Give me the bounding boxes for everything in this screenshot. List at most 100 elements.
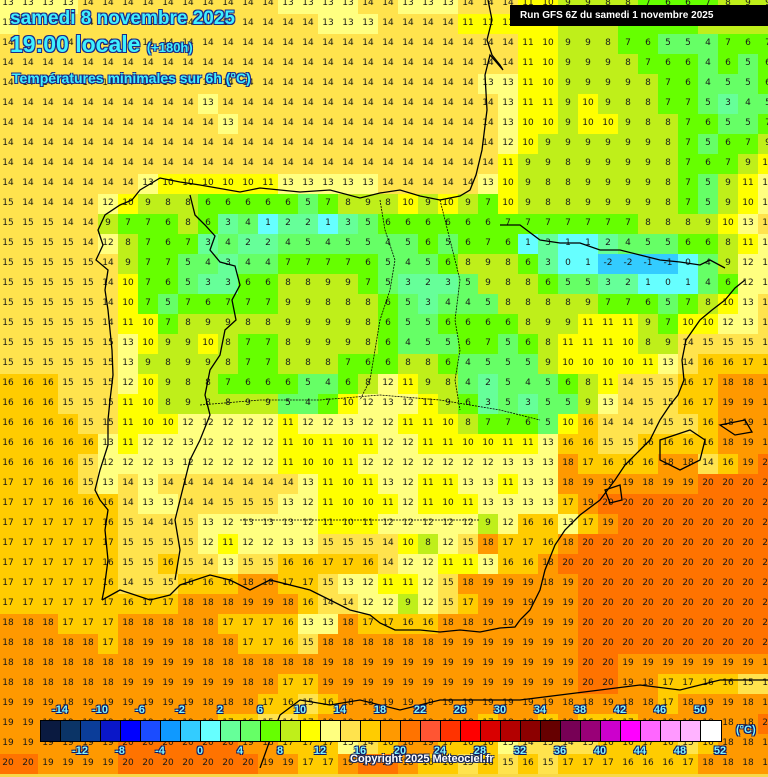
grid-value: 11 — [402, 578, 414, 588]
grid-value: 14 — [262, 38, 274, 48]
grid-value: 9 — [525, 198, 531, 208]
grid-value: 20 — [642, 498, 654, 508]
grid-value: 5 — [725, 118, 731, 128]
copyright: Copyright 2025 Meteociel.fr — [350, 753, 494, 765]
grid-value: 13 — [542, 458, 554, 468]
grid-value: 10 — [742, 198, 754, 208]
grid-value: 10 — [202, 178, 214, 188]
grid-value: 14 — [442, 118, 454, 128]
grid-value: 12 — [242, 438, 254, 448]
grid-value: 20 — [222, 758, 234, 768]
grid-cell — [658, 154, 678, 174]
grid-cell — [558, 194, 578, 214]
grid-value: 20 — [622, 538, 634, 548]
grid-cell — [318, 234, 338, 254]
grid-cell — [718, 114, 738, 134]
legend-swatch — [481, 721, 501, 741]
grid-value: 9 — [725, 198, 731, 208]
grid-value: 12 — [382, 438, 394, 448]
grid-value: 9 — [625, 138, 631, 148]
grid-value: 12 — [182, 418, 194, 428]
legend-swatch — [201, 721, 221, 741]
grid-value: 18 — [202, 698, 214, 708]
legend-label-bottom: 0 — [196, 745, 204, 757]
grid-value: 20 — [582, 578, 594, 588]
grid-value: 7 — [265, 358, 271, 368]
grid-value: 18 — [342, 638, 354, 648]
grid-value: 19 — [682, 658, 694, 668]
grid-cell — [58, 94, 78, 114]
grid-value: 9 — [265, 398, 271, 408]
grid-value: 19 — [522, 618, 534, 628]
grid-value: 16 — [502, 558, 514, 568]
grid-value: 15 — [62, 238, 74, 248]
grid-cell — [78, 154, 98, 174]
grid-value: 7 — [685, 118, 691, 128]
grid-value: 14 — [482, 98, 494, 108]
grid-value: 8 — [365, 298, 371, 308]
grid-value: 18 — [282, 598, 294, 608]
grid-value: 5 — [505, 358, 511, 368]
grid-cell — [158, 254, 178, 274]
grid-value: 14 — [162, 98, 174, 108]
grid-value: 13 — [342, 418, 354, 428]
grid-value: 9 — [305, 338, 311, 348]
grid-cell — [738, 174, 758, 194]
grid-value: 8 — [665, 118, 671, 128]
grid-value: 13 — [122, 338, 134, 348]
grid-value: 17 — [22, 578, 34, 588]
grid-value: 12 — [262, 438, 274, 448]
grid-value: 16 — [2, 418, 14, 428]
grid-value: 18 — [62, 658, 74, 668]
grid-value: 20 — [142, 758, 154, 768]
grid-cell — [698, 94, 718, 114]
grid-value: 13 — [322, 178, 334, 188]
grid-value: 14 — [462, 38, 474, 48]
grid-value: 11 — [622, 318, 634, 328]
color-scale-legend — [40, 720, 722, 742]
grid-value: 12 — [222, 458, 234, 468]
grid-value: 5 — [445, 338, 451, 348]
grid-value: 19 — [522, 678, 534, 688]
grid-value: 9 — [625, 158, 631, 168]
grid-value: 14 — [382, 158, 394, 168]
grid-value: 7 — [605, 218, 611, 228]
grid-value: 15 — [62, 358, 74, 368]
grid-value: 1 — [525, 238, 531, 248]
grid-value: 18 — [542, 558, 554, 568]
grid-cell — [658, 114, 678, 134]
grid-cell — [138, 294, 158, 314]
grid-value: 17 — [2, 518, 14, 528]
grid-value: 8 — [525, 318, 531, 328]
grid-value: 9 — [185, 398, 191, 408]
grid-value: 13 — [462, 478, 474, 488]
grid-cell — [58, 174, 78, 194]
grid-cell — [98, 74, 118, 94]
grid-cell — [398, 234, 418, 254]
grid-value: 19 — [262, 598, 274, 608]
grid-value: 1 — [645, 278, 651, 288]
grid-value: 14 — [102, 178, 114, 188]
grid-value: 3 — [225, 218, 231, 228]
grid-cell — [318, 274, 338, 294]
grid-value: 9 — [525, 158, 531, 168]
grid-value: 13 — [142, 498, 154, 508]
grid-cell — [318, 254, 338, 274]
grid-value: 5 — [745, 118, 751, 128]
grid-value: 9 — [405, 598, 411, 608]
grid-value: 13 — [522, 498, 534, 508]
grid-value: 9 — [245, 398, 251, 408]
grid-value: 14 — [22, 138, 34, 148]
grid-cell — [98, 14, 118, 34]
legend-swatch — [501, 721, 521, 741]
legend-swatch — [681, 721, 701, 741]
grid-value: 15 — [642, 398, 654, 408]
grid-value: 9 — [605, 98, 611, 108]
grid-cell — [558, 54, 578, 74]
grid-value: 17 — [742, 358, 754, 368]
grid-value: 5 — [365, 238, 371, 248]
grid-value: 13 — [502, 78, 514, 88]
grid-value: 20 — [662, 498, 674, 508]
grid-value: 15 — [142, 538, 154, 548]
grid-value: 15 — [662, 378, 674, 388]
